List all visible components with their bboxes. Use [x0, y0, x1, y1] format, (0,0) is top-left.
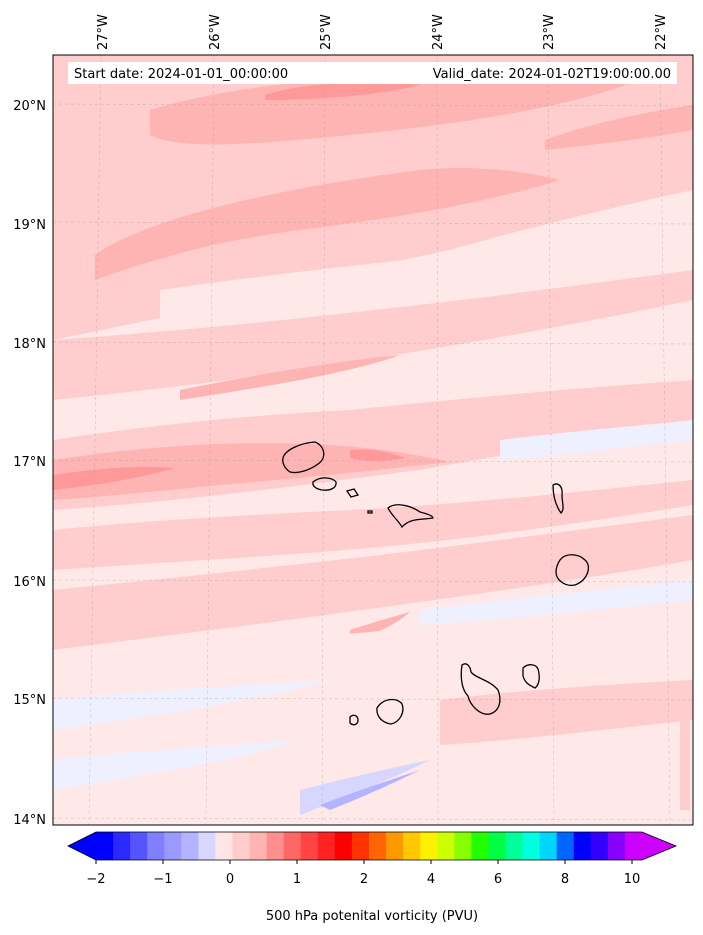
colorbar-segment [215, 832, 233, 860]
lon-label: 26°W [208, 14, 223, 50]
colorbar-extend-min [68, 832, 96, 860]
island-santa-luzia [345, 488, 360, 498]
colorbar-segment [471, 832, 489, 860]
island-sal [552, 483, 564, 515]
colorbar-tick-label: 0 [226, 872, 234, 887]
colorbar-segment [454, 832, 472, 860]
lat-label: 17°N [13, 455, 46, 470]
colorbar-segment [437, 832, 455, 860]
island-sao-nicolau [387, 504, 434, 529]
colorbar-segment [539, 832, 558, 860]
gridlines [53, 55, 693, 825]
colorbar-segment [590, 832, 609, 860]
colorbar-title: 500 hPa potenital vorticity (PVU) [266, 909, 478, 924]
colorbar-segment [351, 832, 370, 860]
lat-label: 18°N [13, 337, 46, 352]
islands [282, 441, 589, 726]
colorbar-segment [369, 832, 387, 860]
lat-label: 20°N [13, 99, 46, 114]
colorbar-segment [505, 832, 524, 860]
colorbar-tick-label: −1 [153, 872, 172, 887]
colorbar [67, 831, 678, 864]
colorbar-segment [334, 832, 353, 860]
island-santiago [460, 663, 501, 715]
colorbar-tick-label: 1 [293, 872, 301, 887]
colorbar-tick-label: 2 [360, 872, 368, 887]
lon-label: 25°W [319, 14, 334, 50]
lat-label: 15°N [13, 693, 46, 708]
lon-labels: 27°W 26°W 25°W 24°W 23°W 22°W [96, 14, 669, 50]
colorbar-extend-max [642, 832, 676, 860]
island-santo-antao [282, 441, 325, 474]
island-brava [349, 714, 359, 726]
lat-labels: 20°N 19°N 18°N 17°N 16°N 15°N 14°N [13, 99, 46, 828]
colorbar-segment [403, 832, 421, 860]
island-fogo [376, 698, 404, 725]
colorbar-ticks: −2 −1 0 1 2 4 6 8 10 [86, 872, 640, 887]
start-date-text: Start date: 2024-01-01_00:00:00 [74, 67, 288, 82]
valid-date-text: Valid_date: 2024-01-02T19:00:00.00 [433, 67, 671, 82]
map-frame [52, 54, 694, 826]
colorbar-tick-label: 10 [624, 872, 641, 887]
colorbar-segment [96, 832, 114, 860]
lon-label: 24°W [431, 14, 446, 50]
island-sao-vicente [312, 477, 337, 491]
island-maio [522, 664, 540, 689]
island-ilheu [367, 510, 373, 514]
island-boa-vista [555, 554, 589, 586]
lon-label: 22°W [654, 14, 669, 50]
colorbar-tick-label: 6 [494, 872, 502, 887]
colorbar-segment [556, 832, 575, 860]
colorbar-segment [181, 832, 199, 860]
pv-field [53, 55, 693, 825]
colorbar-segment [488, 832, 506, 860]
colorbar-segment [164, 832, 182, 860]
lat-label: 19°N [13, 218, 46, 233]
colorbar-segment [198, 832, 216, 860]
colorbar-segment [113, 832, 131, 860]
lon-label: 23°W [542, 14, 557, 50]
colorbar-segment [317, 832, 336, 860]
colorbar-segment [607, 832, 626, 860]
colorbar-segment [573, 832, 592, 860]
colorbar-segment [420, 832, 438, 860]
colorbar-segment [522, 832, 541, 860]
colorbar-segment [300, 832, 319, 860]
colorbar-tick-label: 8 [561, 872, 569, 887]
colorbar-segment [232, 832, 251, 860]
colorbar-segment [624, 832, 643, 860]
info-box [68, 62, 677, 84]
lon-label: 27°W [96, 14, 111, 50]
colorbar-segment [266, 832, 285, 860]
colorbar-segment [386, 832, 404, 860]
colorbar-segment [147, 832, 165, 860]
colorbar-tick-label: 4 [427, 872, 435, 887]
colorbar-segment [283, 832, 302, 860]
colorbar-segment [249, 832, 268, 860]
colorbar-tick-label: −2 [86, 872, 105, 887]
lat-label: 14°N [13, 813, 46, 828]
lat-label: 16°N [13, 575, 46, 590]
colorbar-segment [130, 832, 148, 860]
